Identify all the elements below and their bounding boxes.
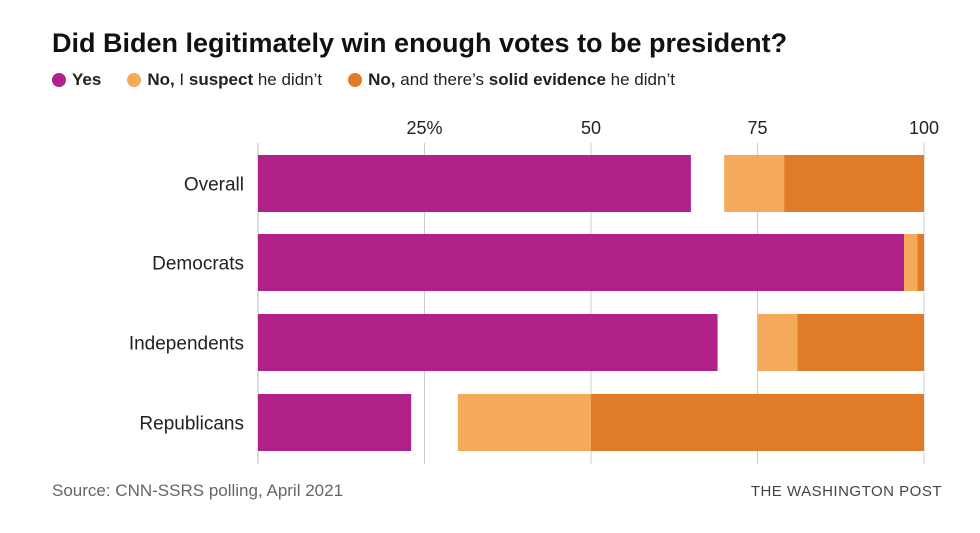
legend-item: No, and there’s solid evidence he didn’t <box>348 70 675 90</box>
legend-item: Yes <box>52 70 101 90</box>
legend-item: No, I suspect he didn’t <box>127 70 322 90</box>
category-label: Overall <box>184 175 244 196</box>
legend-swatch <box>127 73 142 87</box>
bar-no-solid-evidence <box>784 155 924 212</box>
source-note: Source: CNN-SSRS polling, April 2021 <box>52 481 344 500</box>
bar-no-suspect <box>904 234 918 291</box>
bar-yes <box>258 314 718 371</box>
bar-no-suspect <box>757 314 798 371</box>
legend-label: No, I suspect he didn’t <box>147 70 323 89</box>
category-label: Independents <box>129 334 244 355</box>
bar-no-solid-evidence <box>917 234 924 291</box>
tick-label: 25% <box>406 118 442 138</box>
bar-yes <box>258 394 412 451</box>
chart-title: Did Biden legitimately win enough votes … <box>52 28 788 58</box>
category-label: Democrats <box>152 254 244 275</box>
bar-no-solid-evidence <box>797 314 924 371</box>
legend: Yes No, I suspect he didn’t No, and there’… <box>52 70 675 90</box>
bar-no-suspect <box>724 155 785 212</box>
tick-label: 75 <box>747 118 767 138</box>
bar-yes <box>258 234 905 291</box>
bar-no-solid-evidence <box>591 394 924 451</box>
legend-label: Yes <box>72 70 102 89</box>
legend-swatch <box>52 73 66 87</box>
bar-yes <box>258 155 691 212</box>
legend-label: No, and there’s solid evidence he didn’t <box>368 70 675 89</box>
category-label: Republicans <box>139 414 244 435</box>
legend-swatch <box>348 73 363 87</box>
bar-no-suspect <box>457 394 591 451</box>
tick-label: 100 <box>909 118 939 138</box>
tick-label: 50 <box>581 118 601 138</box>
publisher-credit: THE WASHINGTON POST <box>750 483 942 500</box>
